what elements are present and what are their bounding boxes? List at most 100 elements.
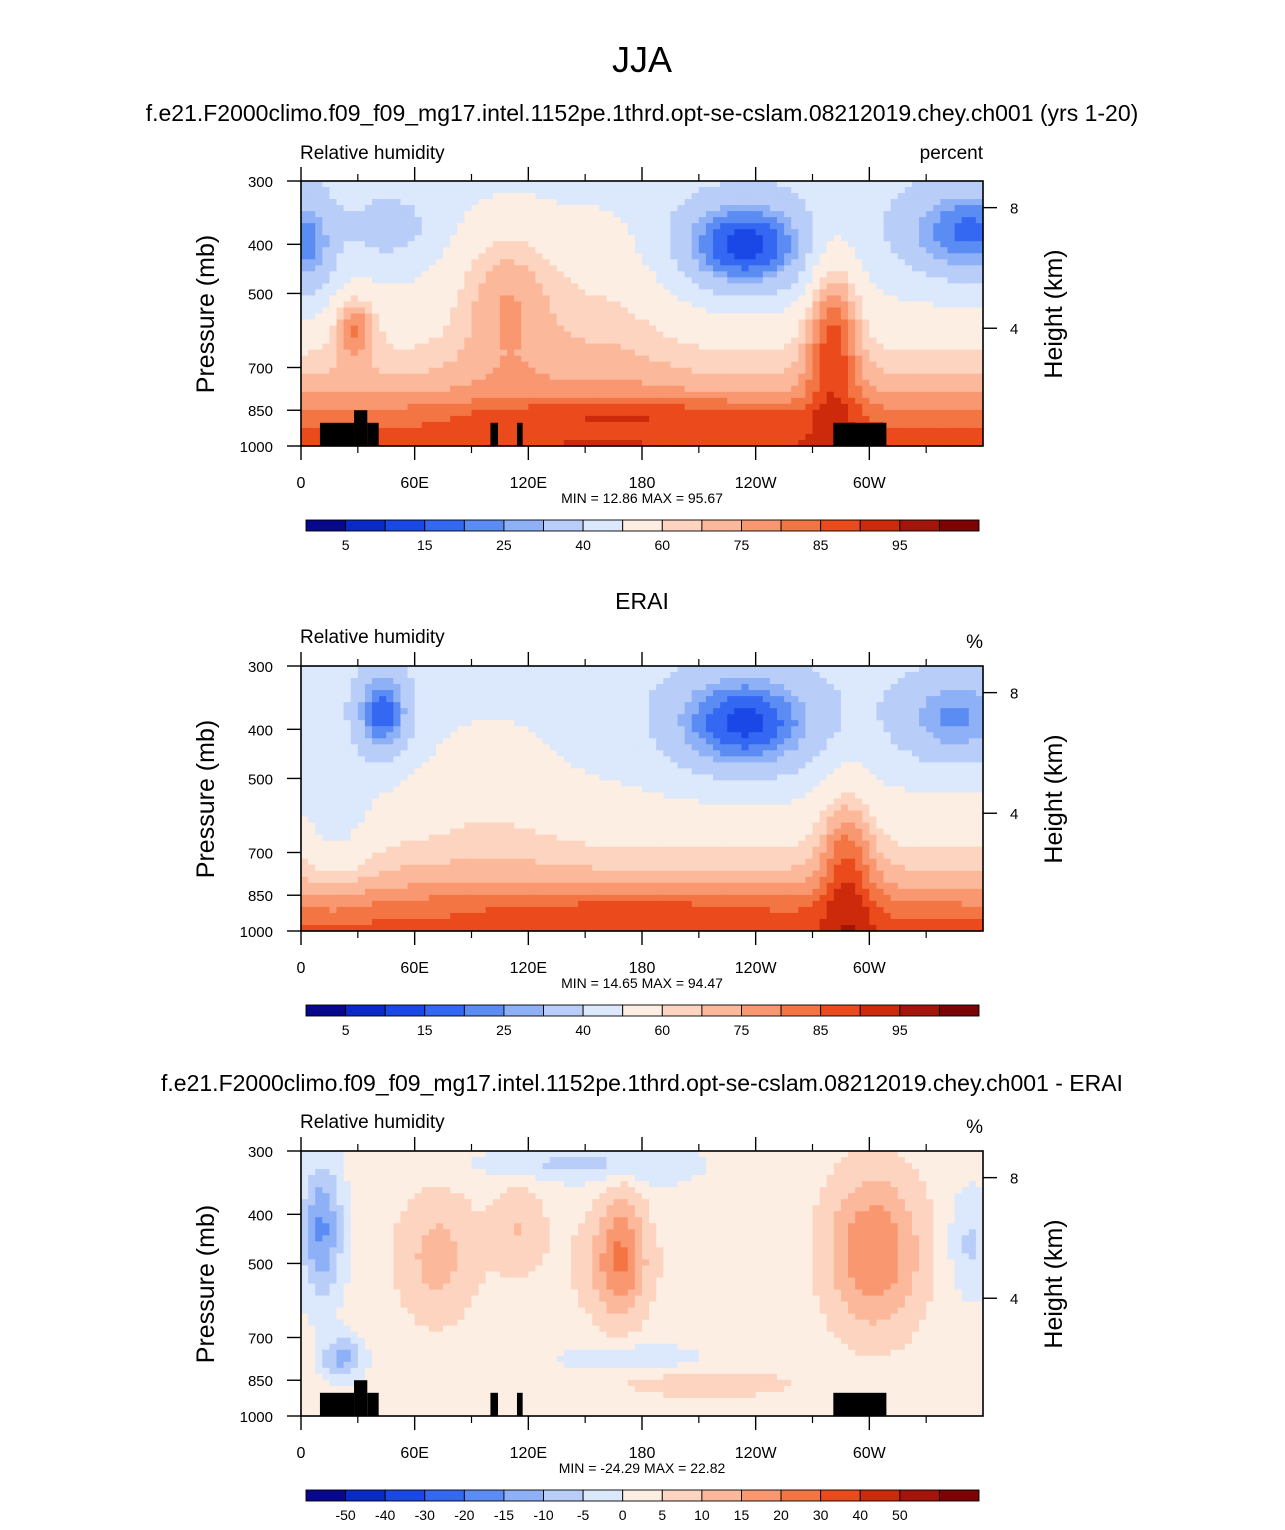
field-cell: [528, 672, 536, 679]
field-cell: [763, 307, 771, 314]
field-cell: [599, 428, 607, 435]
field-cell: [443, 410, 451, 417]
field-cell: [358, 696, 366, 703]
field-cell: [855, 314, 863, 321]
field-cell: [422, 344, 430, 351]
field-cell: [798, 320, 806, 327]
field-cell: [756, 696, 764, 703]
field-cell: [635, 241, 643, 248]
field-cell: [919, 289, 927, 296]
field-cell: [635, 205, 643, 212]
field-cell: [685, 338, 693, 345]
field-cell: [535, 193, 543, 200]
field-cell: [656, 374, 664, 381]
y-tick-label: 700: [248, 360, 273, 377]
field-cell: [805, 398, 813, 405]
field-cell: [862, 229, 870, 236]
field-cell: [564, 289, 572, 296]
field-cell: [962, 410, 970, 417]
field-cell: [528, 301, 536, 308]
field-cell: [571, 247, 579, 254]
field-cell: [606, 374, 614, 381]
field-cell: [436, 702, 444, 709]
field-cell: [472, 271, 480, 278]
colorbar-label: 25: [496, 537, 512, 553]
field-cell: [820, 265, 828, 272]
field-cell: [884, 320, 892, 327]
field-cell: [507, 241, 515, 248]
field-cell: [756, 235, 764, 242]
field-cell: [855, 702, 863, 709]
field-cell: [365, 696, 373, 703]
field-cell: [905, 702, 913, 709]
field-cell: [450, 223, 458, 230]
field-cell: [457, 398, 465, 405]
field-cell: [400, 277, 408, 284]
field-cell: [962, 205, 970, 212]
field-cell: [798, 374, 806, 381]
field-cell: [479, 386, 487, 393]
field-cell: [457, 434, 465, 441]
field-cell: [344, 338, 352, 345]
field-cell: [543, 193, 551, 200]
field-cell: [379, 181, 387, 188]
field-cell: [621, 187, 629, 194]
field-cell: [692, 277, 700, 284]
field-cell: [884, 271, 892, 278]
field-cell: [827, 374, 835, 381]
field-cell: [479, 241, 487, 248]
field-cell: [855, 289, 863, 296]
field-cell: [329, 229, 337, 236]
field-cell: [621, 422, 629, 429]
field-cell: [322, 696, 330, 703]
field-cell: [393, 702, 401, 709]
field-cell: [543, 265, 551, 272]
field-cell: [919, 205, 927, 212]
field-cell: [841, 672, 849, 679]
field-cell: [493, 199, 501, 206]
field-cell: [678, 338, 686, 345]
field-cell: [606, 392, 614, 399]
field-cell: [756, 205, 764, 212]
field-cell: [798, 217, 806, 224]
field-cell: [493, 235, 501, 242]
field-cell: [798, 356, 806, 363]
field-cell: [578, 247, 586, 254]
field-cell: [415, 356, 423, 363]
field-cell: [663, 368, 671, 375]
field-cell: [926, 241, 934, 248]
field-cell: [969, 344, 977, 351]
field-cell: [919, 271, 927, 278]
field-cell: [855, 223, 863, 230]
field-cell: [386, 193, 394, 200]
field-cell: [500, 247, 508, 254]
field-cell: [955, 672, 963, 679]
field-cell: [599, 684, 607, 691]
field-cell: [947, 362, 955, 369]
field-cell: [678, 187, 686, 194]
field-cell: [763, 416, 771, 423]
field-cell: [734, 259, 742, 266]
field-cell: [734, 301, 742, 308]
field-cell: [841, 301, 849, 308]
field-cell: [947, 434, 955, 441]
field-cell: [464, 301, 472, 308]
field-cell: [891, 265, 899, 272]
variable-label: Relative humidity: [300, 627, 445, 648]
field-cell: [493, 265, 501, 272]
field-cell: [692, 253, 700, 260]
field-cell: [862, 386, 870, 393]
field-cell: [777, 356, 785, 363]
field-cell: [507, 434, 515, 441]
field-cell: [479, 672, 487, 679]
field-cell: [678, 374, 686, 381]
field-cell: [969, 410, 977, 417]
field-cell: [827, 332, 835, 339]
field-cell: [734, 356, 742, 363]
field-cell: [784, 434, 792, 441]
field-cell: [962, 283, 970, 290]
field-cell: [720, 241, 728, 248]
field-cell: [642, 295, 650, 302]
field-cell: [905, 211, 913, 218]
field-cell: [621, 696, 629, 703]
